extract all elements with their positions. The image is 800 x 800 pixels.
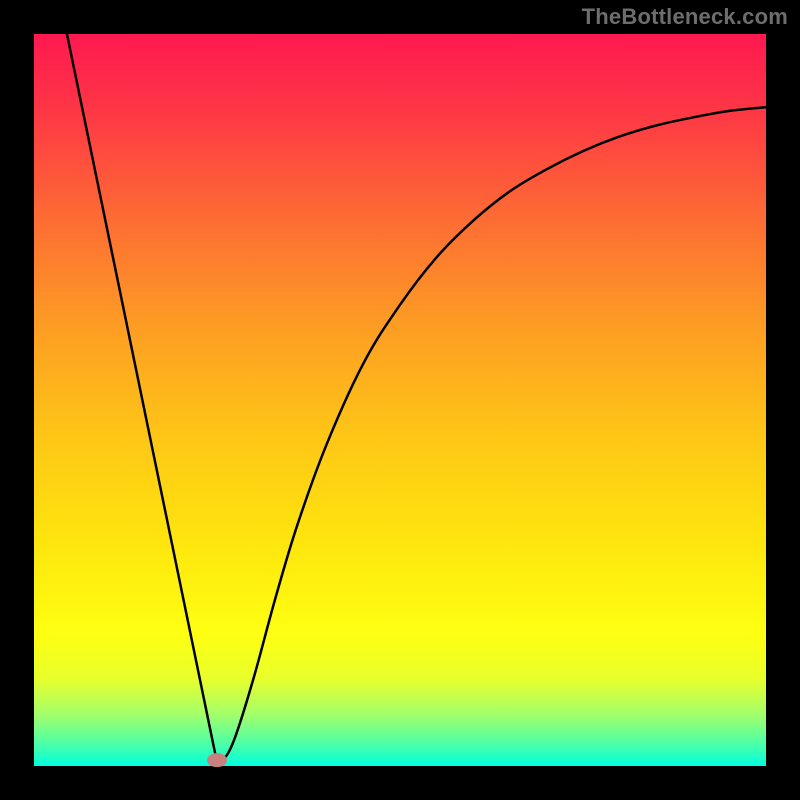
- chart-root: TheBottleneck.com: [0, 0, 800, 800]
- minimum-marker: [207, 753, 227, 767]
- attribution-text: TheBottleneck.com: [582, 4, 788, 30]
- chart-svg: [0, 0, 800, 800]
- plot-background: [34, 34, 766, 766]
